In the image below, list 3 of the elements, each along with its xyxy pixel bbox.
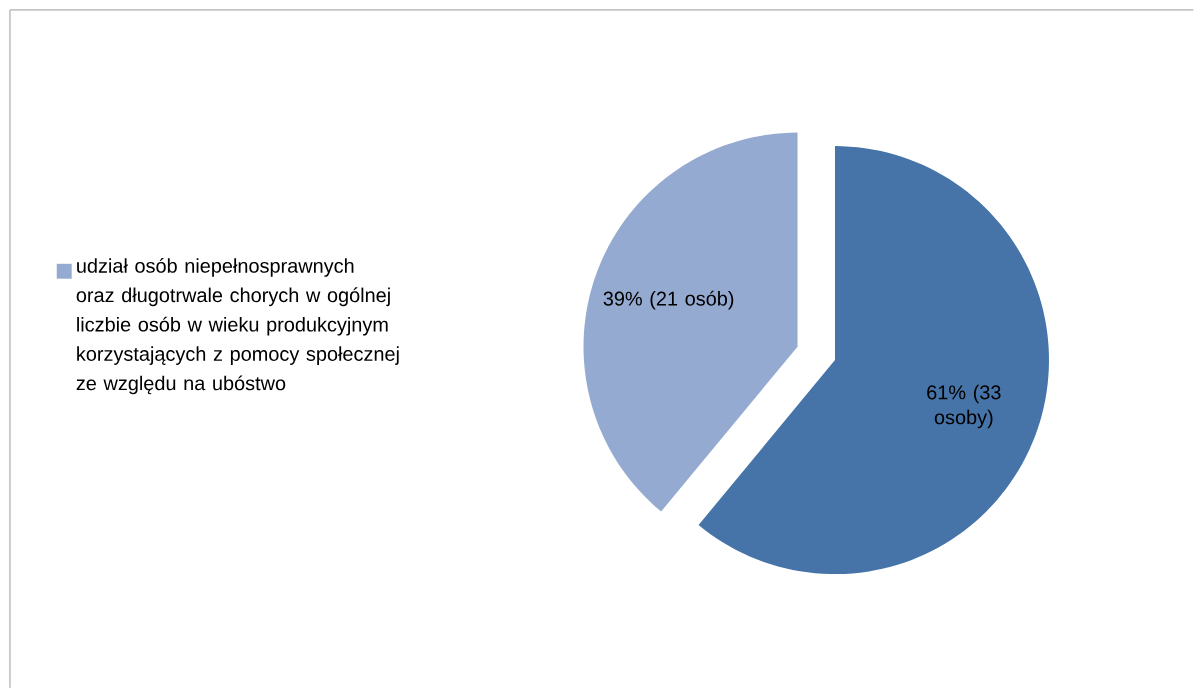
legend-label: udział osób niepełnosprawnych oraz długotrwale chorych w ogólnej liczbie osób w wieku produkcyjnym korzystających z pomocy społecznej ze względu na ubóstwo bbox=[76, 257, 399, 395]
data-label: 61% (33 osoby) bbox=[927, 384, 1001, 429]
data-label: 39% (21 osób) bbox=[603, 290, 734, 310]
